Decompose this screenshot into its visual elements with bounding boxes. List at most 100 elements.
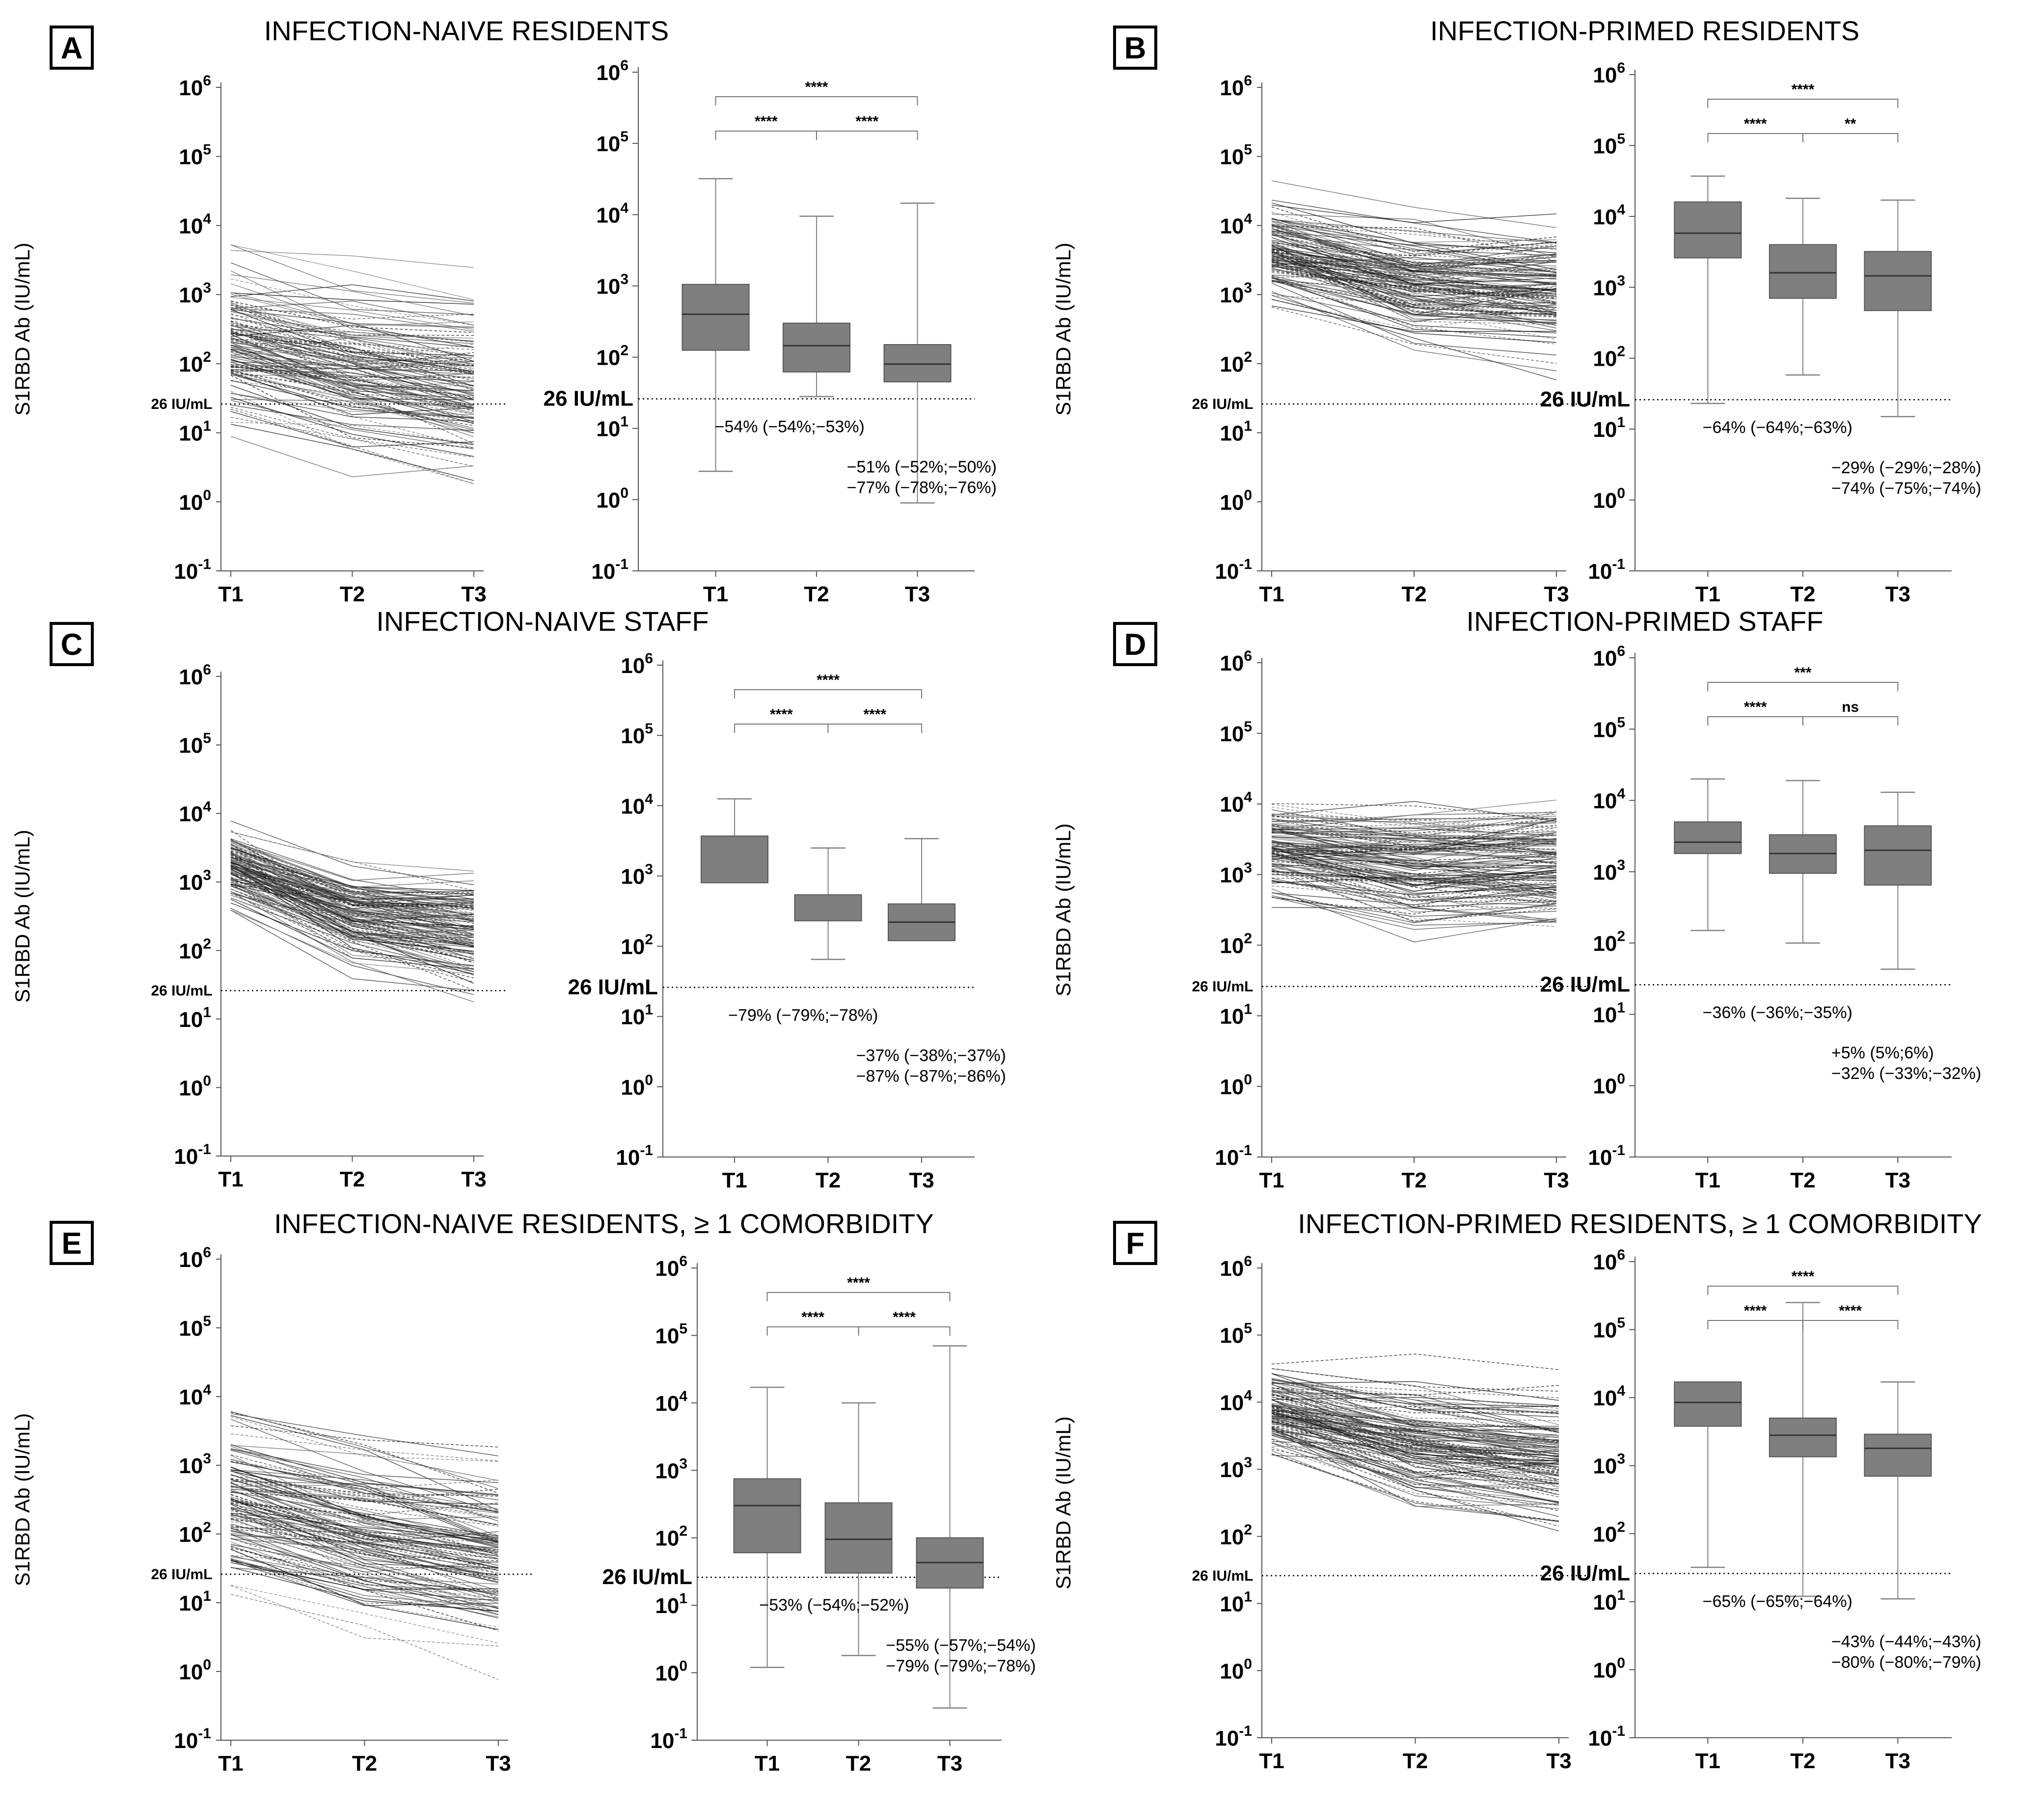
trajectory-line: [230, 244, 474, 304]
trajectory-line: [230, 876, 474, 958]
tick-base: 10: [1215, 560, 1239, 584]
y-tick-label: 10-1: [650, 1725, 687, 1753]
significance-bracket: ****: [1707, 81, 1899, 108]
trajectory-line: [230, 436, 474, 478]
trajectory-line: [1271, 259, 1557, 317]
tick-exponent: 1: [1244, 418, 1252, 434]
trajectory-line: [1271, 275, 1557, 315]
tick-base: 10: [1220, 214, 1244, 238]
trajectory-line: [1271, 1426, 1559, 1502]
x-tick-label: T3: [905, 582, 930, 606]
tick-exponent: -1: [198, 1141, 211, 1158]
significance-label: ****: [863, 706, 886, 723]
trajectory-line: [230, 1499, 499, 1535]
trajectory-line: [1271, 249, 1557, 318]
trajectory-line: [230, 337, 474, 362]
iqr-box: [1769, 1417, 1837, 1457]
trajectory-line: [1271, 849, 1557, 897]
trajectory-line: [1271, 825, 1557, 834]
panel-f: F INFECTION-PRIMED RESIDENTS, ≥ 1 COMORBI…: [1052, 1208, 1982, 1773]
box-t3: T3: [883, 202, 952, 606]
tick-base: 10: [179, 214, 203, 238]
tick-base: 10: [596, 132, 620, 156]
trajectory-line: [1271, 1430, 1559, 1503]
y-tick-label: 101: [1593, 1587, 1625, 1615]
tick-base: 10: [1593, 1454, 1617, 1479]
trajectory-line: [1271, 1393, 1559, 1476]
threshold-label: 26 IU/mL: [1192, 979, 1253, 995]
trajectory-line: [230, 1558, 499, 1604]
trajectory-line: [1271, 258, 1557, 309]
trajectory-line: [230, 1481, 499, 1496]
y-tick-label: 105: [1593, 131, 1625, 158]
bracket-line: [1707, 133, 1803, 142]
trajectory-line: [230, 879, 474, 966]
tick-base: 10: [179, 145, 203, 169]
y-tick-label: 104: [1593, 202, 1625, 229]
trajectory-line: [230, 838, 474, 900]
trajectory-line: [1271, 1373, 1559, 1407]
tick-base: 10: [1593, 789, 1617, 813]
tick-base: 10: [1220, 934, 1244, 958]
tick-base: 10: [616, 1146, 640, 1170]
y-tick-label: 100: [1220, 487, 1252, 514]
trajectory-line: [230, 1533, 499, 1615]
trajectory-line: [1271, 871, 1557, 896]
tick-base: 10: [655, 1527, 679, 1551]
tick-base: 10: [1593, 1003, 1617, 1027]
iqr-box: [701, 835, 769, 884]
significance-label: ****: [1791, 1268, 1814, 1285]
tick-exponent: -1: [615, 556, 628, 572]
trajectory-line: [230, 852, 474, 920]
tick-base: 10: [655, 1594, 679, 1618]
tick-exponent: 5: [1617, 714, 1625, 730]
trajectory-line: [1271, 234, 1557, 256]
trajectory-line: [230, 1504, 499, 1568]
bracket-line: [1707, 99, 1899, 108]
trajectory-line: [1271, 295, 1557, 380]
box-t1: T1: [681, 178, 750, 606]
y-tick-label: 102: [1220, 349, 1252, 377]
tick-base: 10: [179, 1385, 203, 1409]
y-tick-label: 10-1: [616, 1142, 653, 1170]
tick-exponent: -1: [1239, 1142, 1252, 1158]
trajectory-line: [1271, 245, 1557, 306]
tick-exponent: 1: [203, 418, 211, 434]
y-tick-label: 101: [1220, 1589, 1252, 1616]
panel-letter: D: [1124, 628, 1146, 662]
x-tick-label: T2: [816, 1168, 841, 1192]
trajectory-line: [1271, 852, 1557, 905]
y-tick-label: 101: [1220, 1001, 1252, 1028]
trajectory-line: [230, 847, 474, 891]
tick-exponent: 1: [1617, 1587, 1625, 1603]
box-t1: T1: [701, 798, 769, 1192]
trajectory-line: [1271, 1423, 1559, 1449]
y-tick-label: 104: [179, 1382, 211, 1409]
tick-base: 10: [1593, 861, 1617, 885]
trajectory-line: [1271, 859, 1557, 881]
trajectory-line: [230, 284, 474, 302]
trajectory-line: [1271, 264, 1557, 305]
trajectory-line: [230, 865, 474, 944]
trajectory-line: [230, 1475, 499, 1510]
trajectory-line: [230, 1594, 499, 1680]
y-tick-label: 100: [1593, 485, 1625, 513]
box-t3: T3: [916, 1345, 984, 1776]
trajectory-line: [230, 1416, 499, 1462]
tick-base: 10: [179, 734, 203, 758]
tick-base: 10: [1593, 205, 1617, 229]
trajectory-line: [230, 1461, 499, 1542]
trajectory-line: [1271, 1368, 1559, 1392]
tick-exponent: 6: [1244, 73, 1252, 89]
y-tick-label: 100: [179, 1657, 211, 1684]
threshold-label: 26 IU/mL: [1540, 1561, 1630, 1585]
trajectory-line: [230, 331, 474, 373]
tick-base: 10: [621, 1005, 645, 1029]
y-tick-label: 102: [1220, 1522, 1252, 1549]
tick-base: 10: [179, 939, 203, 963]
tick-base: 10: [1215, 1146, 1239, 1170]
annotation-t1-t3: −80% (−80%;−79%): [1831, 1653, 1981, 1671]
